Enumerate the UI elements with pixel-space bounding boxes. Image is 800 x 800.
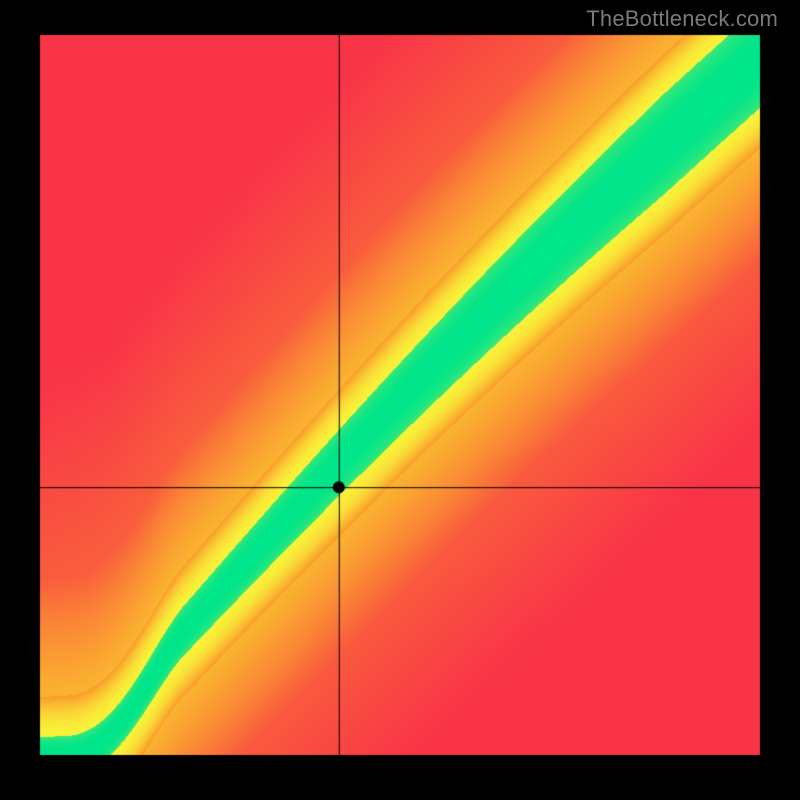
chart-container: TheBottleneck.com bbox=[0, 0, 800, 800]
bottleneck-heatmap bbox=[0, 0, 800, 800]
watermark-text: TheBottleneck.com bbox=[586, 6, 778, 32]
